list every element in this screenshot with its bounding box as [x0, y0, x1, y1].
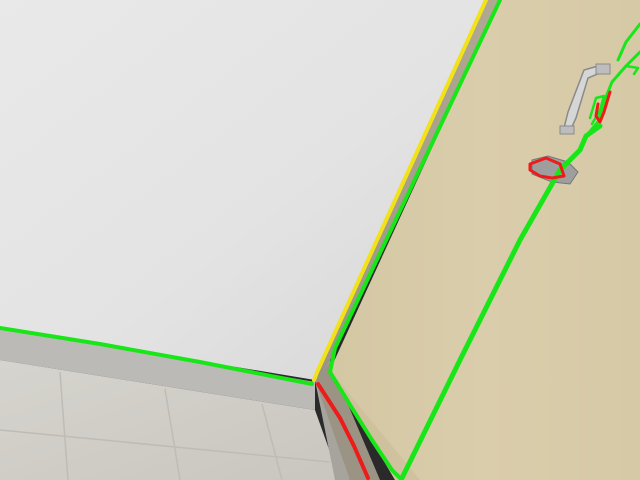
yellow-boundary — [312, 0, 488, 382]
green-boundary — [584, 50, 640, 138]
green-boundary — [624, 64, 640, 76]
floor-tile-lines — [0, 371, 331, 480]
red-boundary — [316, 382, 370, 480]
door-panel — [330, 0, 640, 480]
door-bottom-edge — [315, 362, 380, 480]
wall — [0, 0, 485, 380]
red-boundary — [594, 90, 612, 124]
green-boundary — [328, 0, 502, 480]
green-boundary — [616, 22, 640, 62]
red-boundary — [528, 156, 566, 180]
green-boundary — [0, 326, 314, 386]
door-handle-icon — [559, 63, 611, 135]
skirting-board — [0, 328, 315, 410]
